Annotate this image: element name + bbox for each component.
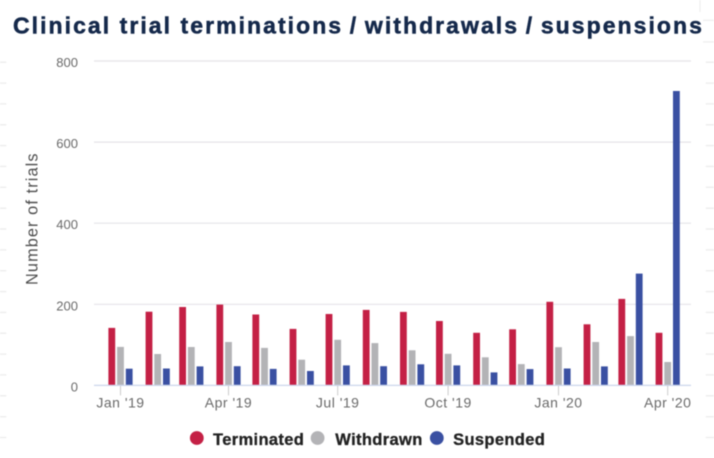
svg-text:Apr '19: Apr '19 xyxy=(205,395,252,411)
svg-text:Withdrawn: Withdrawn xyxy=(335,431,422,449)
svg-text:Jan '19: Jan '19 xyxy=(96,395,144,411)
svg-text:Suspended: Suspended xyxy=(453,431,545,449)
svg-text:Clinical trial terminations /: Clinical trial terminations / withdrawal… xyxy=(13,13,704,39)
svg-text:Apr '20: Apr '20 xyxy=(644,395,691,411)
svg-text:Terminated: Terminated xyxy=(213,431,304,449)
svg-text:0: 0 xyxy=(71,379,78,394)
svg-text:Jul '19: Jul '19 xyxy=(316,395,360,411)
svg-text:Oct '19: Oct '19 xyxy=(424,395,471,411)
svg-text:Jan '20: Jan '20 xyxy=(534,395,582,411)
svg-text:200: 200 xyxy=(56,298,78,313)
svg-text:600: 600 xyxy=(56,136,78,151)
svg-text:800: 800 xyxy=(56,55,78,70)
svg-text:Number of trials: Number of trials xyxy=(24,152,42,285)
svg-text:400: 400 xyxy=(56,217,78,232)
